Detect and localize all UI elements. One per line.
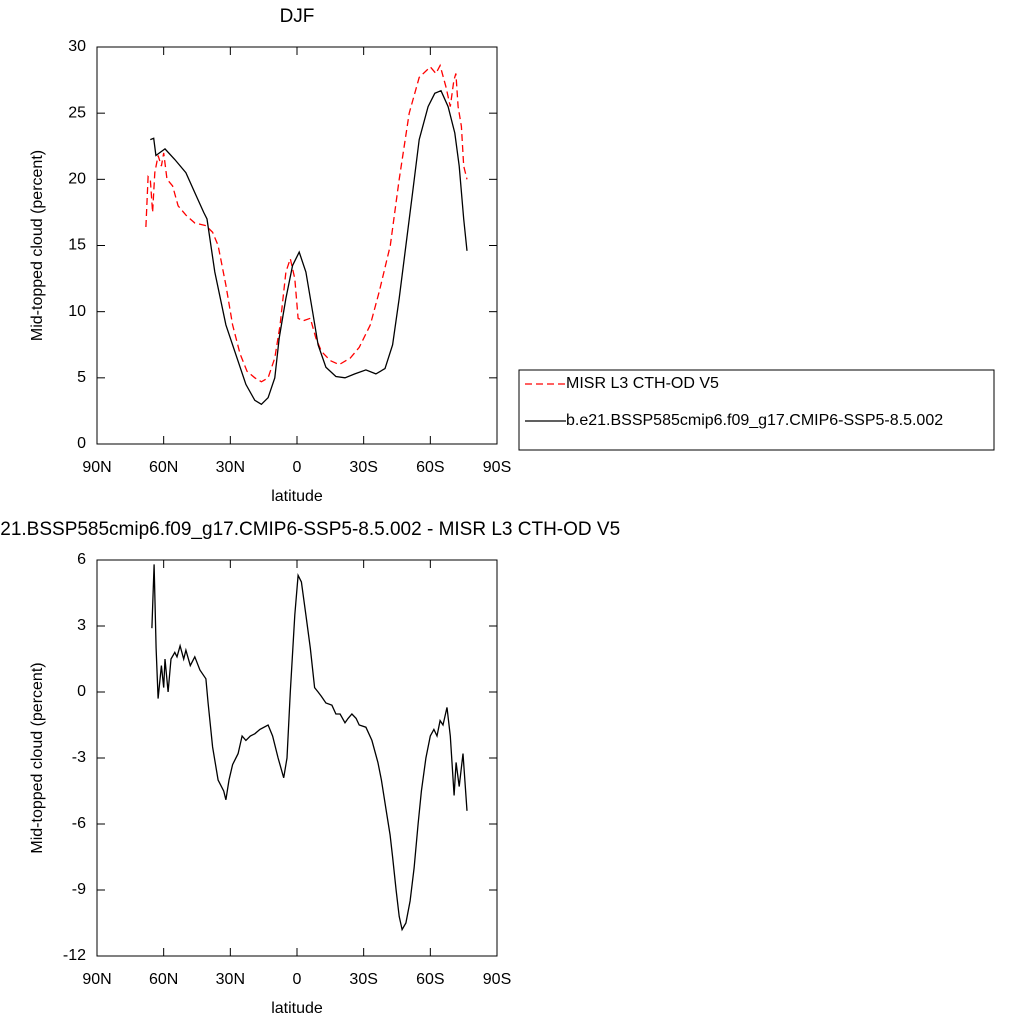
plot-frame (96, 559, 498, 957)
y-tick-label: -9 (72, 881, 86, 898)
y-tick-label: -6 (72, 815, 86, 832)
legend-label: b.e21.BSSP585cmip6.f09_g17.CMIP6-SSP5-8.… (566, 412, 943, 429)
x-tick-label: 60S (416, 459, 444, 476)
x-tick-label: 30N (216, 459, 245, 476)
data-line (151, 564, 468, 932)
y-tick-label: 15 (68, 237, 86, 254)
x-axis-label: latitude (271, 1000, 323, 1017)
x-tick-label: 30S (349, 459, 377, 476)
x-tick-label: 0 (293, 971, 302, 988)
y-axis-label: Mid-topped cloud (percent) (29, 150, 46, 341)
x-tick-label: 90S (483, 459, 511, 476)
y-tick-label: -3 (72, 749, 86, 766)
x-tick-label: 0 (293, 459, 302, 476)
chart-title: b.e21.BSSP585cmip6.f09_g17.CMIP6-SSP5-8.… (0, 519, 620, 540)
x-axis-label: latitude (271, 488, 323, 505)
x-tick-label: 30N (216, 971, 245, 988)
x-tick-label: 90S (483, 971, 511, 988)
y-tick-label: 10 (68, 303, 86, 320)
y-tick-label: 25 (68, 104, 86, 121)
y-tick-label: 30 (68, 38, 86, 55)
x-tick-label: 90N (82, 971, 111, 988)
y-tick-label: 6 (77, 551, 86, 568)
x-tick-label: 60N (149, 971, 178, 988)
x-tick-label: 30S (349, 971, 377, 988)
y-tick-label: 3 (77, 617, 86, 634)
plot-frame (96, 46, 498, 445)
legend-label: MISR L3 CTH-OD V5 (566, 375, 719, 392)
legend-box (518, 369, 995, 451)
y-axis-label: Mid-topped cloud (percent) (29, 662, 46, 853)
x-tick-label: 60S (416, 971, 444, 988)
y-tick-label: 0 (77, 435, 86, 452)
chart-title: DJF (280, 6, 315, 27)
y-tick-label: -12 (63, 947, 86, 964)
data-line (145, 63, 468, 383)
x-tick-label: 90N (82, 459, 111, 476)
y-tick-label: 5 (77, 369, 86, 386)
x-tick-label: 60N (149, 459, 178, 476)
y-tick-label: 0 (77, 683, 86, 700)
y-tick-label: 20 (68, 171, 86, 188)
data-line (150, 89, 468, 406)
